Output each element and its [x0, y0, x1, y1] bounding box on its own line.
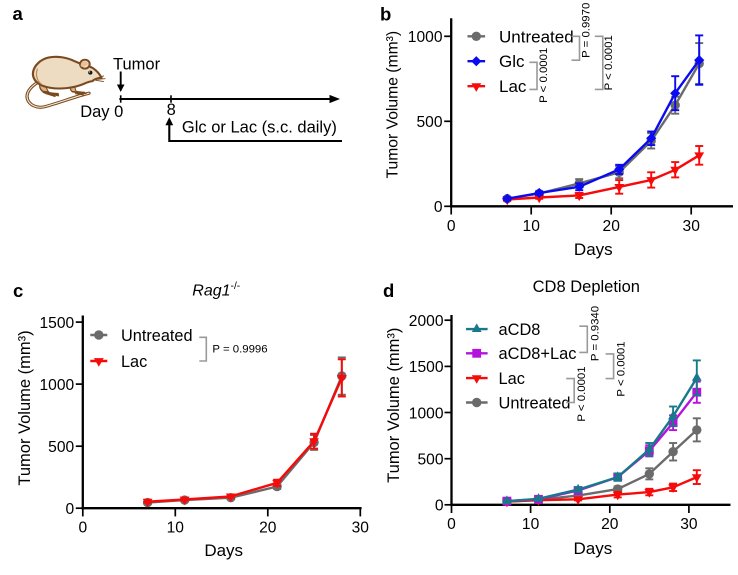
svg-text:Glc or Lac (s.c. daily): Glc or Lac (s.c. daily) [182, 119, 337, 137]
svg-text:P = 0.9996: P = 0.9996 [212, 344, 267, 356]
svg-text:aCD8: aCD8 [499, 321, 541, 339]
svg-text:0: 0 [434, 199, 443, 216]
svg-text:30: 30 [680, 516, 698, 533]
svg-text:Day 0: Day 0 [80, 103, 123, 121]
svg-text:a: a [13, 3, 24, 24]
svg-text:30: 30 [352, 520, 370, 537]
svg-text:Days: Days [574, 240, 613, 259]
svg-text:Tumor Volume (mm³): Tumor Volume (mm³) [385, 328, 403, 483]
svg-text:Tumor Volume (mm³): Tumor Volume (mm³) [16, 330, 34, 485]
svg-text:500: 500 [416, 114, 442, 131]
svg-text:0: 0 [435, 498, 444, 515]
svg-text:10: 10 [167, 520, 185, 537]
svg-text:500: 500 [48, 439, 74, 456]
svg-text:1000: 1000 [408, 29, 443, 46]
svg-text:20: 20 [603, 218, 621, 235]
svg-text:0: 0 [66, 501, 75, 518]
svg-text:CD8 Depletion: CD8 Depletion [533, 278, 640, 296]
svg-text:1500: 1500 [409, 359, 444, 376]
svg-text:2000: 2000 [409, 313, 444, 330]
svg-text:P = 0.9340: P = 0.9340 [589, 306, 601, 361]
svg-text:Glc: Glc [499, 52, 525, 71]
svg-text:10: 10 [523, 218, 541, 235]
svg-text:P < 0.0001: P < 0.0001 [576, 366, 588, 421]
svg-text:Days: Days [574, 539, 613, 558]
svg-text:20: 20 [259, 520, 277, 537]
svg-text:0: 0 [447, 218, 456, 235]
svg-text:30: 30 [683, 218, 701, 235]
svg-text:1000: 1000 [409, 405, 444, 422]
svg-text:20: 20 [601, 516, 619, 533]
svg-text:1500: 1500 [39, 315, 74, 332]
svg-text:Lac: Lac [499, 77, 527, 96]
svg-text:c: c [13, 280, 23, 301]
svg-text:0: 0 [78, 520, 87, 537]
svg-text:8: 8 [167, 101, 176, 119]
svg-text:Lac: Lac [499, 370, 525, 388]
svg-text:Lac: Lac [121, 353, 147, 371]
svg-text:aCD8+Lac: aCD8+Lac [499, 345, 577, 363]
svg-text:1000: 1000 [39, 377, 74, 394]
svg-text:Days: Days [204, 541, 243, 560]
svg-text:Tumor: Tumor [113, 56, 161, 74]
svg-text:0: 0 [447, 516, 456, 533]
svg-text:Untreated: Untreated [499, 394, 571, 412]
svg-text:Untreated: Untreated [499, 27, 574, 46]
svg-text:P < 0.0001: P < 0.0001 [603, 35, 615, 90]
svg-text:P < 0.0001: P < 0.0001 [616, 341, 628, 396]
svg-text:10: 10 [522, 516, 540, 533]
svg-text:P = 0.9970: P = 0.9970 [580, 3, 592, 58]
svg-text:P < 0.0001: P < 0.0001 [538, 48, 550, 103]
svg-text:500: 500 [417, 452, 443, 469]
svg-text:d: d [383, 280, 394, 301]
svg-text:Rag1-/-: Rag1-/- [192, 281, 240, 300]
svg-text:b: b [380, 3, 391, 24]
svg-text:Tumor Volume (mm³): Tumor Volume (mm³) [385, 31, 402, 179]
svg-text:Untreated: Untreated [121, 327, 193, 345]
